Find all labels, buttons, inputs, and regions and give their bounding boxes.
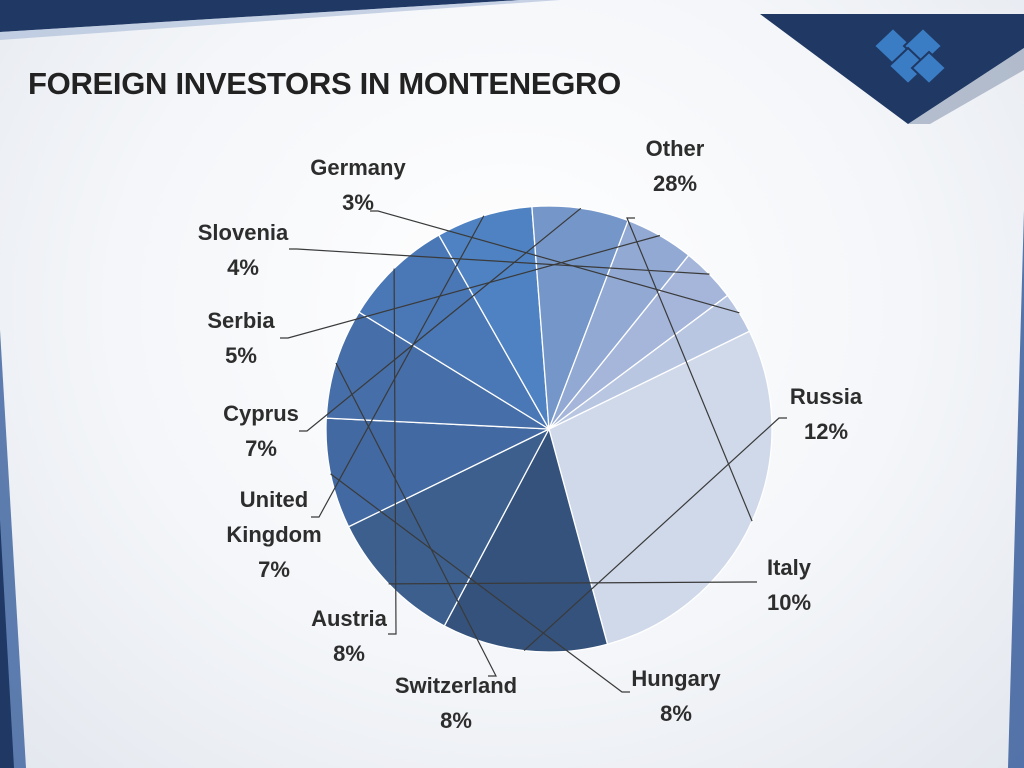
leader-line-germany [370,210,740,314]
data-label-hungary: Hungary [631,666,721,691]
data-label-value-italy: 10% [767,590,811,615]
data-label-value-austria: 8% [333,641,365,666]
leader-line-serbia [280,234,660,339]
data-label-value-slovenia: 4% [227,255,259,280]
right-edge-band [1008,210,1024,768]
slide-title: FOREIGN INVESTORS IN MONTENEGRO [28,66,621,101]
data-label-italy: Italy [767,555,812,580]
data-label-value-russia: 12% [804,419,848,444]
data-label-value-united-kingdom: 7% [258,557,290,582]
pie-slice-other [548,330,773,645]
data-label-value-cyprus: 7% [245,436,277,461]
kite-diamond-logo-icon [872,26,948,86]
pie-slice-russia [443,427,609,653]
leader-lines [280,207,787,693]
data-label-austria: Austria [311,606,388,631]
data-label-cyprus: Cyprus [223,401,299,426]
left-edge-dark-band [0,520,14,768]
data-label-value-other: 28% [653,171,697,196]
data-labels: Other 28% Russia 12% Italy 10% Hungary 8% Switze… [198,136,863,733]
data-label-switzerland: Switzerland [395,673,517,698]
data-label-germany: Germany [310,155,406,180]
pie-slices [325,205,773,653]
data-label-slovenia: Slovenia [198,220,289,245]
leader-line-switzerland [335,362,497,677]
data-label-other: Other [646,136,705,161]
leader-line-italy [388,581,757,585]
data-label-value-switzerland: 8% [440,708,472,733]
data-label-serbia: Serbia [207,308,275,333]
top-right-gray-band [908,48,1024,124]
top-left-light-band [0,0,560,40]
data-label-united-kingdom: United Kingdom [226,487,321,547]
leader-line-russia [523,417,787,652]
data-label-value-hungary: 8% [660,701,692,726]
leader-line-hungary [330,473,630,693]
data-label-russia: Russia [790,384,863,409]
leader-line-austria [388,268,397,635]
leader-line-other [626,217,753,522]
data-label-value-serbia: 5% [225,343,257,368]
leader-line-united-kingdom [311,215,485,518]
data-label-value-germany: 3% [342,190,374,215]
